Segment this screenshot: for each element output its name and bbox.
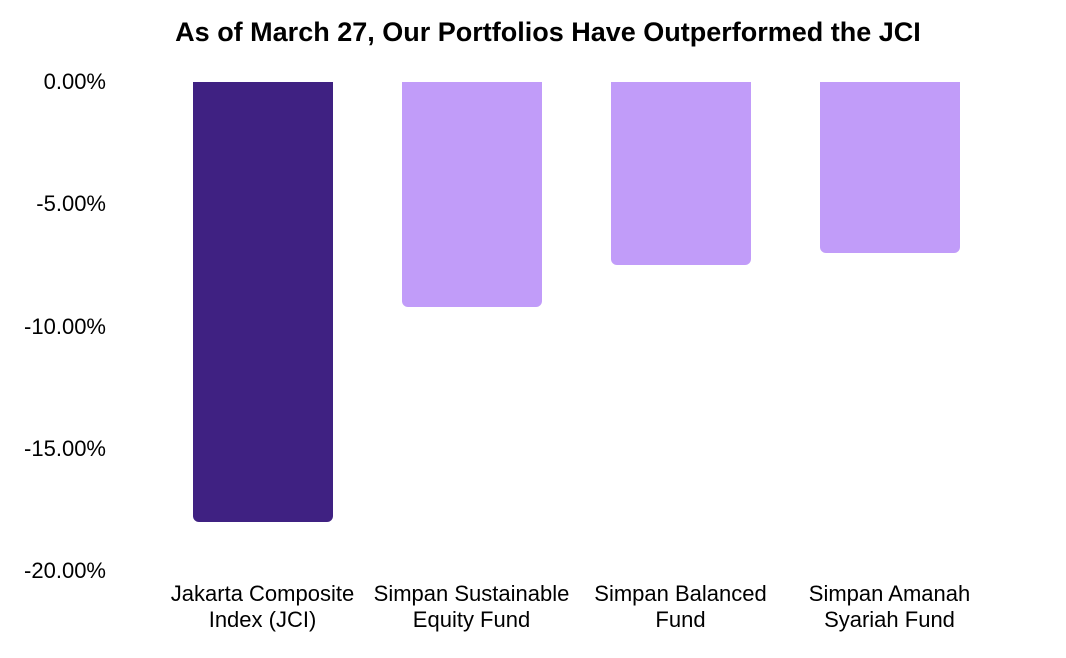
bar xyxy=(192,82,333,523)
x-category-label-line: Fund xyxy=(655,607,706,632)
y-tick-label: -15.00% xyxy=(24,435,106,461)
x-category-label-line: Syariah Fund xyxy=(824,607,955,632)
x-category-label: Simpan Amanah Syariah Fund xyxy=(790,581,990,633)
x-category-label-line: Jakarta Composite xyxy=(170,581,355,606)
bar xyxy=(819,82,960,254)
chart-title: As of March 27, Our Portfolios Have Outp… xyxy=(175,17,921,47)
bar xyxy=(401,82,542,307)
x-category-label: Simpan Balanced Fund xyxy=(581,581,781,633)
x-category-label-line: Simpan Balanced xyxy=(594,581,767,606)
y-tick-label: 0.00% xyxy=(43,69,106,94)
bar xyxy=(610,82,751,266)
x-category-label-line: Simpan Amanah xyxy=(808,581,971,606)
y-tick-label: -5.00% xyxy=(36,191,106,217)
x-category-label-line: Simpan Sustainable xyxy=(373,581,570,606)
x-category-label: Simpan Sustainable Equity Fund xyxy=(372,581,572,633)
x-category-label-line: Equity Fund xyxy=(412,607,531,632)
y-tick-label: -10.00% xyxy=(24,313,106,339)
y-tick-label: -20.00% xyxy=(24,558,106,583)
x-category-label: Jakarta Composite Index (JCI) xyxy=(163,581,363,633)
x-category-label-line: Index (JCI) xyxy=(208,607,317,632)
